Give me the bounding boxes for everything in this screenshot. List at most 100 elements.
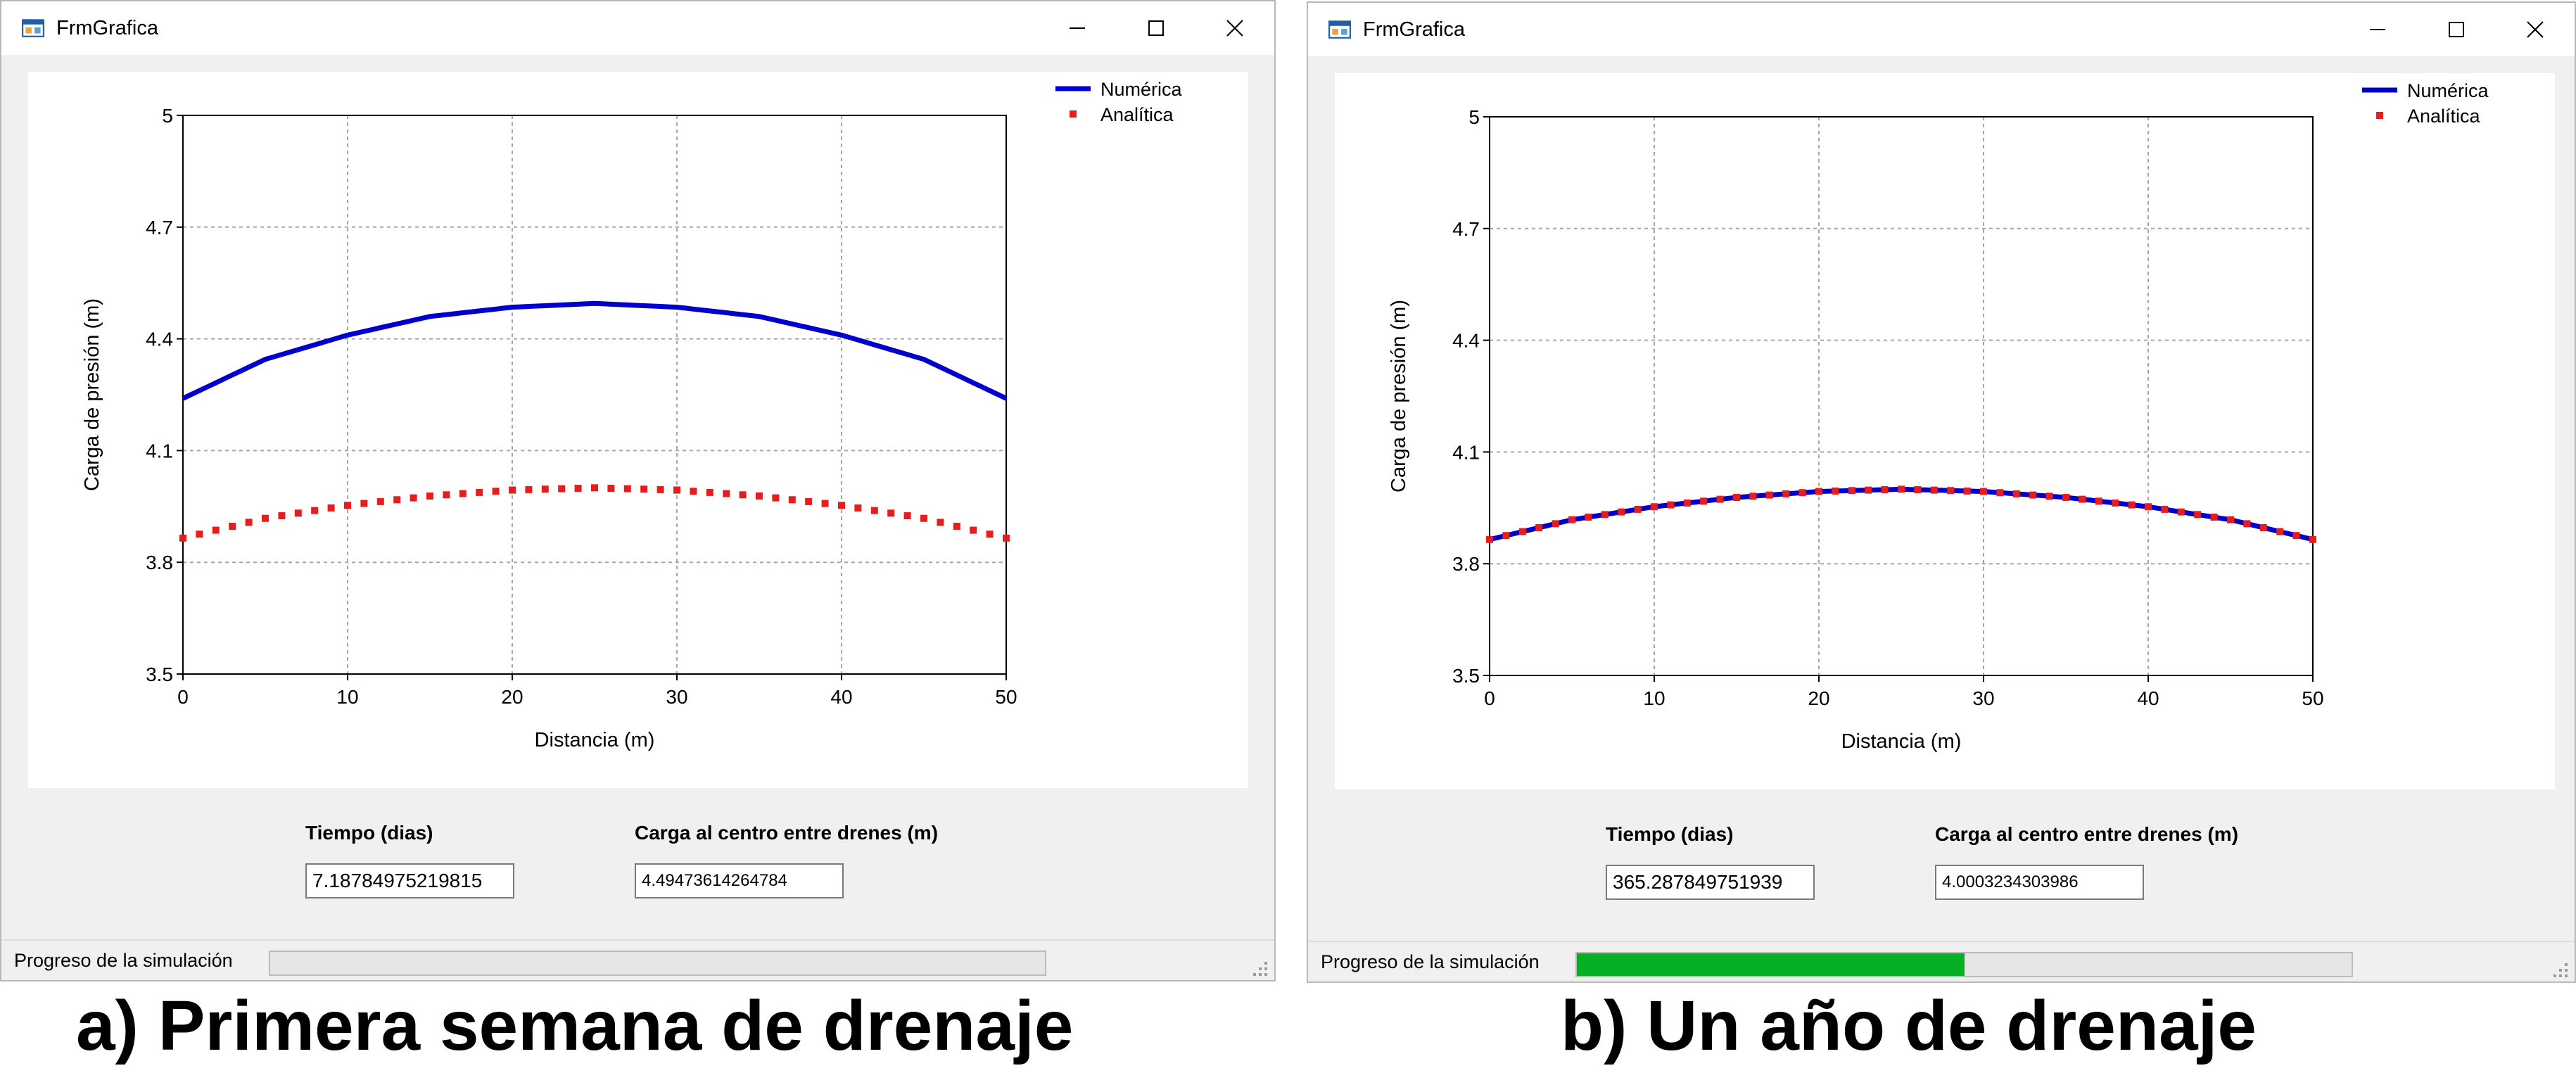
y-tick-label: 5 (1468, 106, 1480, 128)
status-bar: Progreso de la simulación (1308, 941, 2575, 981)
data-point-analitica (1552, 520, 1559, 528)
data-point-analitica (1634, 505, 1642, 513)
data-point-analitica (788, 496, 796, 504)
size-grip-icon[interactable] (1250, 959, 1269, 977)
y-tick-label: 3.5 (146, 663, 173, 685)
data-point-analitica (1848, 487, 1855, 495)
data-point-analitica (1947, 487, 1955, 495)
data-point-analitica (1651, 503, 1658, 511)
y-tick-label: 5 (162, 105, 173, 127)
progress-fill (1577, 953, 1965, 976)
data-point-analitica (970, 526, 977, 534)
close-button[interactable] (1195, 1, 1274, 55)
data-point-analitica (541, 485, 549, 493)
window-b: FrmGrafica 0 10 20 30 40 50 3.5 3.8 4.1 4.4 4.7 5 Di… (1307, 1, 2576, 983)
x-axis-label: Distancia (m) (535, 729, 655, 751)
data-point-analitica (294, 509, 302, 517)
data-point-analitica (673, 486, 680, 494)
data-point-analitica (2259, 523, 2267, 531)
data-point-analitica (1601, 511, 1609, 519)
data-point-analitica (640, 485, 648, 493)
x-tick-label: 30 (1972, 687, 1994, 709)
x-tick-label: 20 (501, 686, 523, 708)
data-point-analitica (1700, 497, 1708, 505)
maximize-button[interactable] (2417, 3, 2496, 56)
minimize-button[interactable] (2338, 3, 2417, 56)
series-line-numerica (182, 300, 1008, 401)
data-point-analitica (2012, 490, 2020, 497)
data-point-analitica (821, 500, 829, 507)
y-tick-label: 4.7 (146, 217, 173, 239)
data-point-analitica (229, 522, 236, 530)
data-point-analitica (426, 492, 433, 500)
legend-label: Analítica (2407, 106, 2481, 127)
close-icon (1226, 20, 1243, 37)
x-tick-label: 50 (2302, 687, 2323, 709)
progress-bar (1575, 952, 2353, 977)
data-point-analitica (854, 504, 862, 512)
maximize-button[interactable] (1117, 1, 1195, 55)
data-point-analitica (1914, 485, 1922, 493)
data-point-analitica (327, 504, 335, 512)
status-bar: Progreso de la simulación (1, 939, 1274, 980)
center-load-field[interactable]: 4.0003234303986 (1935, 865, 2144, 900)
x-tick-label: 30 (666, 686, 687, 708)
minimize-icon (2370, 29, 2385, 30)
title-bar[interactable]: FrmGrafica (1308, 3, 2575, 56)
time-field[interactable]: 7.18784975219815 (305, 863, 514, 898)
time-label: Tiempo (dias) (305, 822, 433, 844)
size-grip-icon[interactable] (2551, 960, 2569, 979)
data-point-analitica (1733, 493, 1740, 501)
data-point-analitica (393, 496, 401, 504)
legend-swatch-marker (2376, 112, 2383, 119)
close-button[interactable] (2496, 3, 2575, 56)
data-point-analitica (937, 519, 944, 526)
y-tick-label: 3.5 (1452, 665, 1480, 687)
progress-bar (269, 951, 1046, 976)
data-point-analitica (1749, 493, 1757, 500)
data-point-analitica (2079, 495, 2086, 503)
chart-panel: 0 10 20 30 40 50 3.5 3.8 4.1 4.4 4.7 5 Distancia (m)… (1335, 73, 2555, 789)
data-point-analitica (262, 514, 269, 522)
x-tick-label: 20 (1808, 687, 1829, 709)
maximize-icon (2449, 22, 2464, 37)
data-point-analitica (509, 486, 516, 494)
data-point-analitica (2145, 503, 2152, 511)
y-tick-label: 4.7 (1452, 218, 1480, 240)
data-point-analitica (459, 490, 467, 497)
data-point-analitica (2309, 535, 2316, 543)
center-load-field[interactable]: 4.49473614264784 (635, 863, 844, 898)
title-bar[interactable]: FrmGrafica (1, 1, 1274, 55)
data-point-analitica (986, 531, 994, 538)
data-point-analitica (1765, 491, 1773, 499)
y-axis-label: Carga de presión (m) (1388, 300, 1410, 493)
data-point-analitica (196, 531, 203, 538)
time-field[interactable]: 365.287849751939 (1606, 865, 1815, 900)
time-label: Tiempo (dias) (1606, 823, 1734, 845)
x-tick-label: 0 (1484, 687, 1495, 709)
data-point-analitica (1667, 501, 1675, 509)
chart: 0 10 20 30 40 50 3.5 3.8 4.1 4.4 4.7 5 Distancia (m)… (81, 79, 1183, 751)
legend-label: Analítica (1100, 104, 1174, 125)
data-point-analitica (558, 485, 566, 493)
data-point-analitica (2095, 497, 2102, 505)
close-icon (2527, 21, 2544, 38)
chart-panel: 0 10 20 30 40 50 3.5 3.8 4.1 4.4 4.7 5 Distancia (m)… (28, 72, 1248, 788)
minimize-button[interactable] (1038, 1, 1117, 55)
data-point-analitica (212, 526, 220, 534)
x-tick-label: 40 (2137, 687, 2159, 709)
form-app-icon (1328, 20, 1351, 39)
data-point-analitica (2194, 511, 2202, 519)
data-point-analitica (2227, 516, 2234, 523)
data-point-analitica (1683, 499, 1691, 507)
data-point-analitica (1815, 488, 1822, 495)
data-point-analitica (1832, 487, 1839, 495)
plot-frame (1489, 116, 2314, 676)
data-point-analitica (410, 494, 417, 502)
y-tick-label: 4.4 (1452, 330, 1480, 352)
progress-label: Progreso de la simulación (1321, 951, 1540, 972)
y-tick-label: 3.8 (146, 552, 173, 573)
caption-b: b) Un año de drenaje (1561, 986, 2257, 1065)
data-point-analitica (344, 502, 351, 509)
form-app-icon (22, 19, 44, 37)
